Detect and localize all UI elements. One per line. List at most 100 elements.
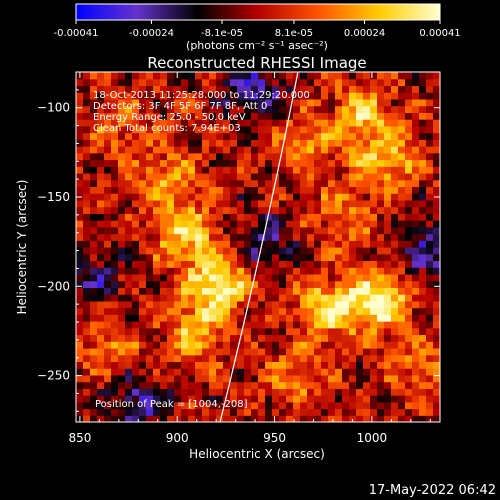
heatmap-cell — [174, 253, 182, 262]
heatmap-cell — [216, 199, 224, 208]
heatmap-cell — [132, 226, 140, 235]
heatmap-cell — [195, 395, 203, 403]
heatmap-cell — [83, 78, 91, 87]
heatmap-cell — [146, 92, 154, 100]
heatmap-cell — [160, 213, 168, 221]
heatmap-cell — [223, 347, 231, 356]
heatmap-cell — [181, 233, 189, 241]
heatmap-cell — [125, 341, 133, 349]
heatmap-cell — [314, 294, 322, 302]
heatmap-cell — [230, 300, 238, 309]
heatmap-cell — [384, 186, 392, 194]
heatmap-cell — [104, 78, 112, 87]
heatmap-cell — [307, 395, 315, 403]
heatmap-cell — [328, 368, 336, 376]
y-tick-label: −150 — [37, 190, 70, 204]
heatmap-cell — [209, 105, 217, 113]
heatmap-cell — [97, 334, 105, 342]
heatmap-cell — [286, 78, 294, 87]
heatmap-cell — [398, 273, 406, 282]
heatmap-cell — [342, 132, 350, 140]
heatmap-cell — [384, 287, 392, 295]
heatmap-cell — [153, 368, 161, 376]
heatmap-cell — [300, 247, 308, 255]
heatmap-cell — [349, 273, 357, 282]
heatmap-cell — [377, 85, 385, 93]
heatmap-cell — [363, 179, 371, 188]
heatmap-cell — [125, 321, 133, 329]
heatmap-cell — [363, 193, 371, 201]
heatmap-cell — [258, 85, 266, 93]
heatmap-cell — [258, 341, 266, 349]
heatmap-cell — [111, 334, 119, 342]
heatmap-cell — [426, 193, 434, 201]
heatmap-cell — [230, 132, 238, 140]
heatmap-cell — [370, 125, 378, 134]
heatmap-cell — [181, 401, 189, 410]
heatmap-cell — [363, 314, 371, 322]
heatmap-cell — [328, 85, 336, 93]
heatmap-cell — [132, 193, 140, 201]
heatmap-cell — [188, 112, 196, 120]
heatmap-cell — [328, 125, 336, 134]
heatmap-cell — [412, 159, 420, 167]
heatmap-cell — [216, 294, 224, 302]
heatmap-cell — [426, 172, 434, 181]
heatmap-cell — [90, 334, 98, 342]
heatmap-cell — [223, 334, 231, 342]
heatmap-cell — [125, 166, 133, 174]
heatmap-cell — [188, 206, 196, 214]
heatmap-cell — [314, 314, 322, 322]
heatmap-cell — [251, 307, 259, 315]
heatmap-cell — [300, 220, 308, 228]
heatmap-cell — [384, 260, 392, 268]
heatmap-cell — [349, 374, 357, 383]
heatmap-cell — [202, 119, 210, 127]
heatmap-cell — [391, 334, 399, 342]
heatmap-cell — [97, 294, 105, 302]
heatmap-cell — [216, 132, 224, 140]
heatmap-cell — [111, 280, 119, 288]
heatmap-cell — [342, 381, 350, 389]
heatmap-cell — [132, 408, 140, 416]
heatmap-cell — [223, 280, 231, 288]
heatmap-cell — [258, 220, 266, 228]
heatmap-cell — [181, 186, 189, 194]
heatmap-cell — [83, 139, 91, 147]
heatmap-cell — [426, 354, 434, 363]
heatmap-cell — [237, 166, 245, 174]
heatmap-cell — [90, 119, 98, 127]
heatmap-cell — [293, 388, 301, 396]
heatmap-cell — [384, 280, 392, 288]
heatmap-cell — [412, 260, 420, 268]
heatmap-cell — [160, 395, 168, 403]
heatmap-cell — [391, 341, 399, 349]
heatmap-cell — [237, 193, 245, 201]
heatmap-cell — [202, 368, 210, 376]
heatmap-cell — [258, 146, 266, 154]
heatmap-cell — [391, 395, 399, 403]
heatmap-cell — [377, 253, 385, 262]
heatmap-cell — [174, 159, 182, 167]
heatmap-cell — [90, 307, 98, 315]
heatmap-cell — [97, 132, 105, 140]
heatmap-cell — [321, 280, 329, 288]
heatmap-cell — [188, 287, 196, 295]
heatmap-cell — [398, 354, 406, 363]
heatmap-cell — [139, 179, 147, 188]
heatmap-cell — [328, 112, 336, 120]
heatmap-cell — [237, 125, 245, 134]
heatmap-cell — [174, 388, 182, 396]
heatmap-cell — [405, 368, 413, 376]
heatmap-cell — [223, 381, 231, 389]
heatmap-cell — [412, 381, 420, 389]
heatmap-cell — [384, 119, 392, 127]
heatmap-cell — [90, 112, 98, 120]
heatmap-cell — [342, 226, 350, 235]
heatmap-cell — [419, 179, 427, 188]
heatmap-cell — [321, 354, 329, 363]
heatmap-cell — [195, 172, 203, 181]
heatmap-cell — [314, 247, 322, 255]
heatmap-cell — [216, 112, 224, 120]
heatmap-cell — [139, 368, 147, 376]
